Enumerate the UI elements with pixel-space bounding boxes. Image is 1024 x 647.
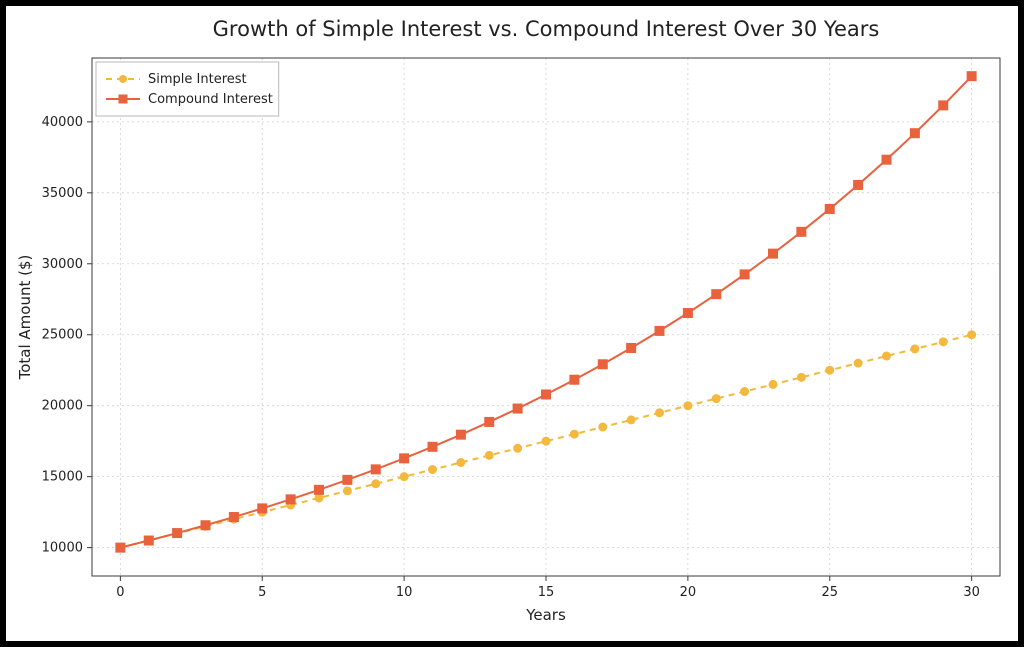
marker-compound — [343, 475, 352, 484]
y-axis-label: Total Amount ($) — [16, 255, 34, 381]
marker-compound — [456, 430, 465, 439]
marker-compound — [513, 404, 522, 413]
marker-simple — [741, 388, 749, 396]
marker-simple — [627, 416, 635, 424]
marker-compound — [882, 155, 891, 164]
legend-marker-simple — [119, 75, 127, 83]
marker-simple — [570, 430, 578, 438]
legend-label-simple: Simple Interest — [148, 72, 247, 87]
marker-simple — [457, 458, 465, 466]
interest-chart: 0 5 10 15 20 25 30 10000 15000 20000 25000 30000 350… — [6, 6, 1018, 641]
marker-compound — [258, 504, 267, 513]
legend-label-compound: Compound Interest — [148, 92, 273, 107]
marker-compound — [740, 270, 749, 279]
marker-simple — [797, 373, 805, 381]
marker-simple — [485, 451, 493, 459]
legend-marker-compound — [119, 95, 128, 104]
xtick-label: 5 — [258, 585, 266, 600]
marker-compound — [769, 249, 778, 258]
marker-compound — [939, 101, 948, 110]
xtick-label: 0 — [116, 585, 124, 600]
marker-simple — [656, 409, 664, 417]
marker-simple — [712, 395, 720, 403]
legend-box — [96, 62, 279, 116]
marker-simple — [514, 444, 522, 452]
ytick-label: 30000 — [42, 257, 83, 272]
ytick-label: 25000 — [42, 328, 83, 343]
marker-compound — [485, 417, 494, 426]
marker-compound — [400, 454, 409, 463]
marker-compound — [655, 326, 664, 335]
marker-simple — [968, 331, 976, 339]
ytick-label: 20000 — [42, 399, 83, 414]
marker-simple — [854, 359, 862, 367]
marker-simple — [939, 338, 947, 346]
marker-simple — [769, 380, 777, 388]
xtick-label: 10 — [396, 585, 413, 600]
marker-compound — [967, 72, 976, 81]
marker-simple — [883, 352, 891, 360]
xtick-label: 20 — [680, 585, 697, 600]
xtick-label: 30 — [963, 585, 980, 600]
chart-title: Growth of Simple Interest vs. Compound I… — [213, 17, 880, 41]
xtick-label: 25 — [821, 585, 838, 600]
marker-compound — [542, 390, 551, 399]
marker-simple — [429, 466, 437, 474]
marker-compound — [371, 465, 380, 474]
marker-compound — [428, 442, 437, 451]
marker-simple — [826, 366, 834, 374]
marker-simple — [372, 480, 380, 488]
marker-compound — [627, 343, 636, 352]
marker-compound — [854, 180, 863, 189]
marker-compound — [116, 543, 125, 552]
x-axis-label: Years — [525, 606, 566, 624]
marker-compound — [598, 360, 607, 369]
marker-compound — [797, 227, 806, 236]
marker-compound — [712, 290, 721, 299]
ytick-label: 35000 — [42, 186, 83, 201]
marker-simple — [911, 345, 919, 353]
marker-simple — [343, 487, 351, 495]
marker-simple — [542, 437, 550, 445]
marker-compound — [570, 375, 579, 384]
marker-compound — [910, 129, 919, 138]
chart-frame: { "chart": { "type": "line", "title": "G… — [0, 0, 1024, 647]
ytick-label: 15000 — [42, 470, 83, 485]
marker-simple — [315, 494, 323, 502]
marker-compound — [825, 204, 834, 213]
xtick-label: 15 — [538, 585, 555, 600]
marker-compound — [144, 536, 153, 545]
marker-simple — [684, 402, 692, 410]
marker-compound — [286, 495, 295, 504]
marker-compound — [315, 485, 324, 494]
ytick-label: 40000 — [42, 115, 83, 130]
marker-compound — [201, 521, 210, 530]
marker-compound — [229, 513, 238, 522]
marker-compound — [173, 529, 182, 538]
marker-compound — [683, 308, 692, 317]
marker-simple — [599, 423, 607, 431]
ytick-label: 10000 — [42, 541, 83, 556]
marker-simple — [400, 473, 408, 481]
